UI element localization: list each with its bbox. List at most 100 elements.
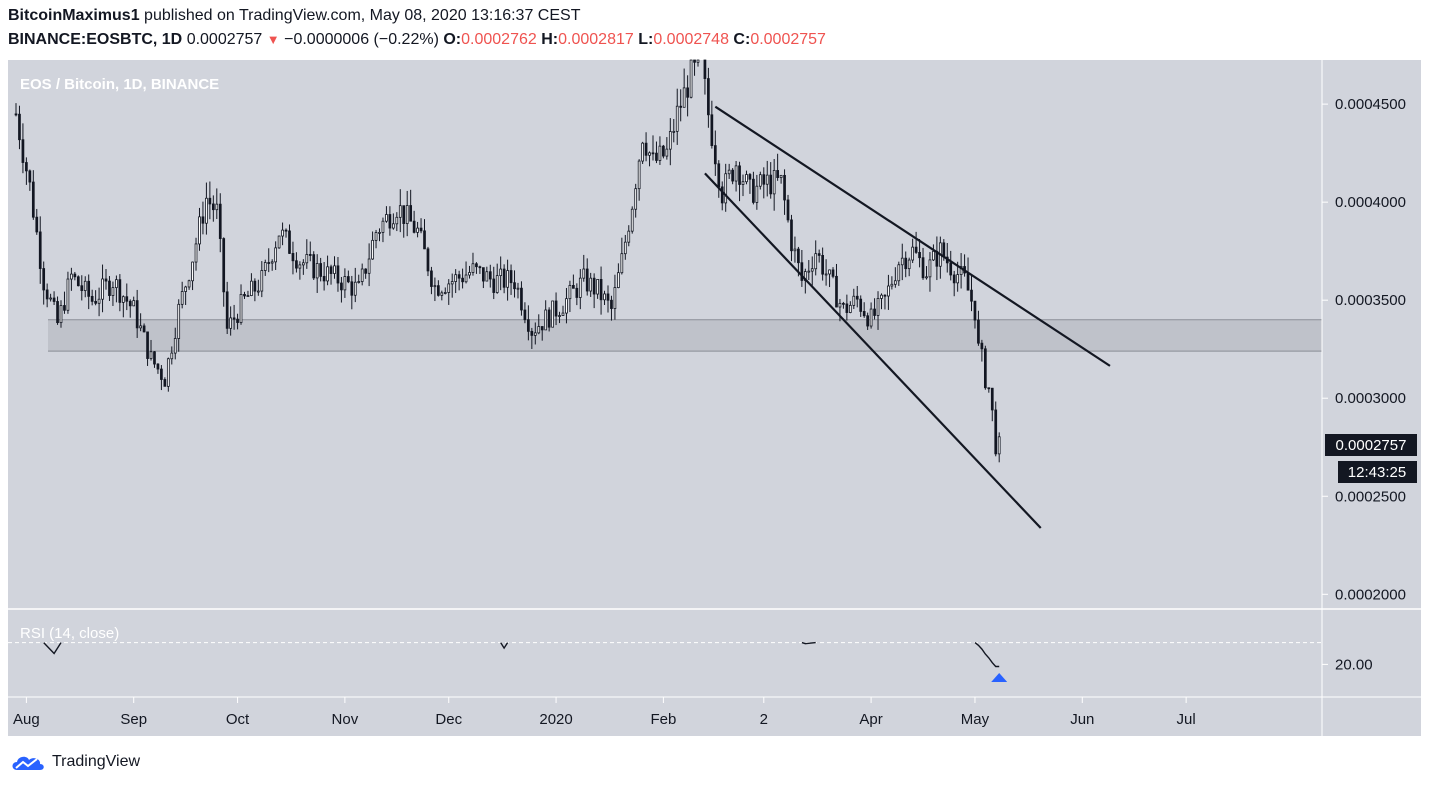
candle-body	[613, 287, 617, 309]
y-tick-label: 0.0003500	[1335, 292, 1406, 309]
candle-body	[786, 199, 790, 221]
candle-body	[828, 269, 831, 275]
candle-body	[817, 253, 821, 256]
candle-body	[741, 181, 745, 185]
candle-body	[738, 165, 741, 185]
candle-body	[952, 274, 956, 284]
candle-body	[101, 278, 104, 300]
candle-body	[125, 296, 129, 302]
candle-body	[225, 291, 229, 329]
candle-body	[198, 216, 201, 245]
candle-body	[270, 261, 274, 264]
candle-body	[409, 205, 413, 222]
candle-body	[973, 300, 977, 321]
x-tick-label: Feb	[650, 711, 676, 728]
candle-body	[346, 276, 350, 283]
rsi-tick-label: 20.00	[1335, 656, 1373, 673]
candle-body	[281, 229, 284, 237]
rsi-line	[974, 642, 1000, 668]
rsi-line	[43, 642, 62, 655]
candle-body	[208, 197, 212, 205]
candle-body	[163, 379, 167, 387]
candle-body	[437, 285, 440, 296]
candle-body	[838, 302, 842, 308]
candle-body	[430, 270, 433, 287]
candle-body	[565, 298, 568, 314]
candle-body	[402, 205, 406, 224]
tradingview-wordmark: TradingView	[52, 753, 141, 770]
ohlc-line: BINANCE:EOSBTC, 1D 0.0002757 ▼ −0.000000…	[8, 31, 826, 49]
candle-body	[731, 169, 734, 182]
candle-body	[682, 87, 686, 108]
candle-body	[568, 285, 572, 300]
close-label: C:	[733, 31, 751, 48]
candle-body	[450, 281, 454, 285]
candle-body	[845, 303, 849, 313]
candle-body	[765, 174, 769, 185]
low-label: L:	[638, 31, 654, 48]
candle-body	[734, 165, 738, 182]
published-text: published on TradingView.com, May 08, 20…	[144, 7, 581, 24]
candle-body	[540, 326, 544, 331]
candle-body	[319, 263, 323, 277]
candle-body	[405, 205, 409, 224]
candle-body	[239, 293, 243, 323]
candle-body	[142, 325, 146, 333]
author-name[interactable]: BitcoinMaximus1	[8, 7, 140, 24]
candles	[14, 59, 1001, 463]
candle-body	[343, 276, 347, 291]
candle-body	[966, 272, 970, 291]
tradingview-logo[interactable]: TradingView	[10, 750, 140, 774]
candle-body	[793, 248, 797, 252]
candle-body	[790, 219, 793, 252]
candle-body	[191, 261, 194, 282]
chart-background	[8, 60, 1421, 736]
trendlines[interactable]	[704, 105, 1111, 529]
candle-body	[527, 319, 530, 332]
candle-body	[315, 263, 319, 279]
candle-body	[367, 258, 371, 274]
candle-body	[471, 263, 475, 273]
high-label: H:	[541, 31, 559, 48]
candle-body	[416, 227, 419, 233]
candle-body	[395, 216, 399, 225]
candle-body	[121, 296, 125, 303]
price-change: −0.0000006 (−0.22%)	[284, 31, 439, 48]
candle-body	[308, 254, 312, 256]
candle-body	[533, 332, 537, 336]
candle-body	[977, 319, 980, 344]
candle-body	[45, 289, 49, 300]
candle-body	[530, 330, 534, 336]
x-tick-label: 2	[760, 711, 768, 728]
candle-body	[433, 285, 437, 288]
candle-body	[582, 268, 586, 279]
candle-body	[333, 265, 336, 274]
candle-body	[970, 289, 973, 302]
candle-body	[156, 363, 160, 370]
axes[interactable]: Aug Sep Oct Nov Dec 2020 Feb 2 Apr May Jun Jul 0.000…	[13, 96, 1406, 728]
y-tick-label: 0.0003000	[1335, 390, 1406, 407]
candle-body	[523, 309, 527, 321]
candle-body	[634, 188, 638, 210]
candle-body	[177, 303, 181, 339]
candle-body	[589, 277, 593, 292]
candle-body	[623, 241, 627, 255]
candle-body	[25, 162, 28, 172]
candle-body	[194, 243, 198, 263]
candle-body	[807, 270, 811, 273]
candle-body	[277, 235, 281, 249]
candle-body	[689, 59, 693, 98]
candle-body	[440, 292, 444, 296]
candle-body	[63, 305, 66, 311]
candle-body	[111, 287, 115, 296]
candle-body	[260, 270, 264, 292]
candle-body	[73, 273, 77, 278]
chart-title: EOS / Bitcoin, 1D, BINANCE	[20, 76, 219, 93]
candle-body	[364, 268, 368, 274]
candle-body	[596, 279, 599, 295]
candle-body	[890, 283, 894, 287]
candle-body	[800, 262, 804, 281]
candle-body	[76, 276, 80, 287]
candle-body	[284, 229, 288, 232]
